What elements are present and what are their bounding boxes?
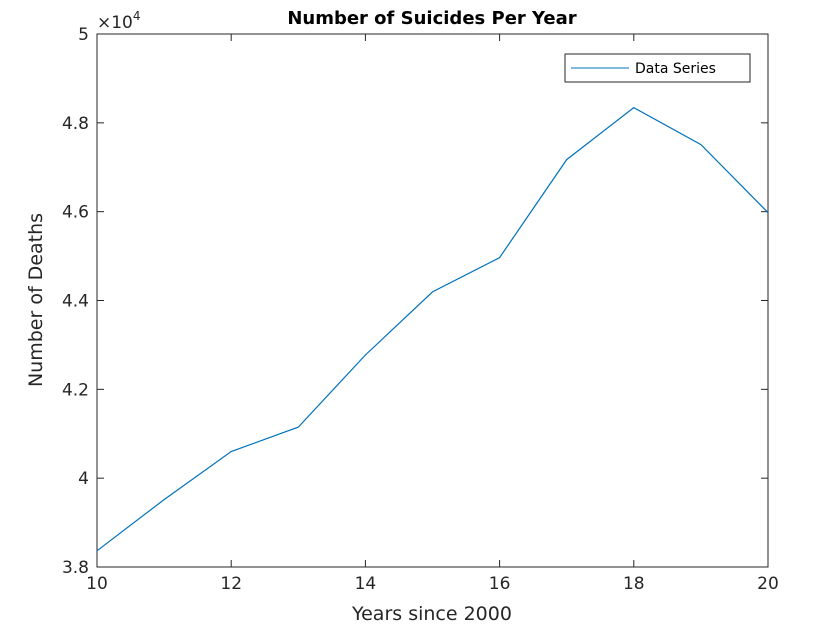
series-line-data-series [96, 106, 769, 552]
y-tick-label: 5 [78, 25, 89, 45]
chart-title: Number of Suicides Per Year [287, 8, 576, 29]
y-tick-label: 4 [78, 469, 89, 489]
y-tick-label: 4.8 [62, 114, 89, 134]
x-tick-label: 18 [623, 574, 645, 594]
y-tick-label: 4.4 [62, 292, 89, 312]
legend: Data Series [564, 53, 751, 83]
y-tick-label: 4.6 [62, 203, 89, 223]
y-exponent-label: ×104 [97, 9, 141, 33]
y-tick-label: 3.8 [62, 558, 89, 578]
y-axis-title: Number of Deaths [25, 213, 47, 387]
plot-area: 10 12 14 16 18 20 3.8 4 4.2 4.4 4.6 4.8 5 [62, 25, 779, 594]
x-tick-label: 12 [220, 574, 242, 594]
x-axis-title: Years since 2000 [351, 603, 512, 625]
y-exponent-base: ×10 [97, 13, 133, 33]
x-tick-label: 10 [86, 574, 108, 594]
y-tick-label: 4.2 [62, 380, 89, 400]
x-tick-label: 14 [355, 574, 377, 594]
legend-label: Data Series [635, 61, 716, 77]
y-exponent-power: 4 [133, 9, 141, 23]
x-tick-label: 16 [489, 574, 511, 594]
axes-box [96, 33, 769, 568]
x-tick-label: 20 [757, 574, 779, 594]
